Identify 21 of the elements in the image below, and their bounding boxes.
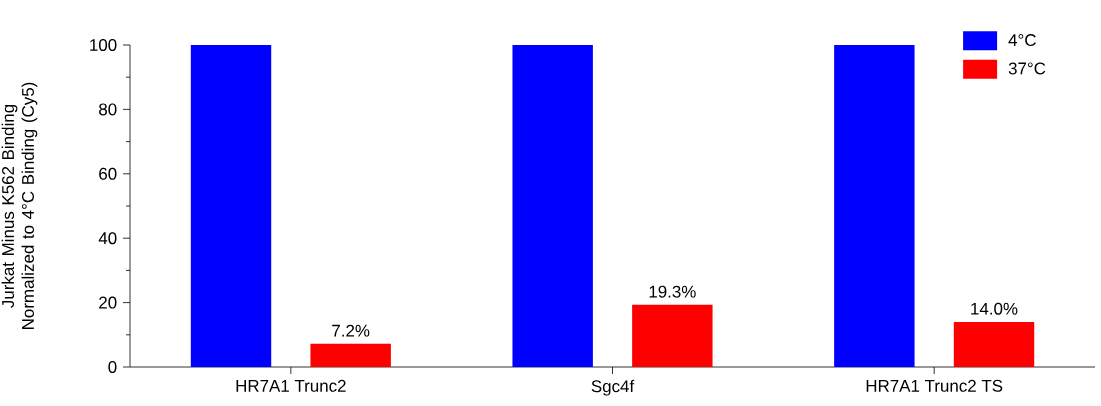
data-label: 14.0% <box>971 302 1018 315</box>
bar <box>512 45 593 367</box>
data-label: 7.2% <box>332 324 370 337</box>
bar <box>310 343 391 367</box>
bar <box>190 45 272 367</box>
y-tick-label: 0 <box>108 361 117 373</box>
x-tick-label: Sgc4f <box>591 379 635 396</box>
y-tick-label: 80 <box>99 103 117 116</box>
bar <box>632 304 713 367</box>
y-tick-label: 20 <box>99 296 117 309</box>
bar <box>953 321 1035 367</box>
data-label: 19.3% <box>649 285 696 298</box>
y-axis-title: Jurkat Minus K562 Binding Normalized to 4°C Binding (Cy5) <box>1 82 38 329</box>
y-tick-label: 40 <box>98 232 117 245</box>
x-tick-label: HR7A1 Trunc2 <box>236 379 346 392</box>
y-tick-label: 100 <box>90 39 117 51</box>
legend-label: 4°C <box>1008 34 1036 47</box>
legend-label: 37°C <box>1008 62 1046 75</box>
y-tick-label: 60 <box>99 167 117 180</box>
bar <box>834 45 915 367</box>
x-tick-label: HR7A1 Trunc2 TS <box>866 379 1003 392</box>
